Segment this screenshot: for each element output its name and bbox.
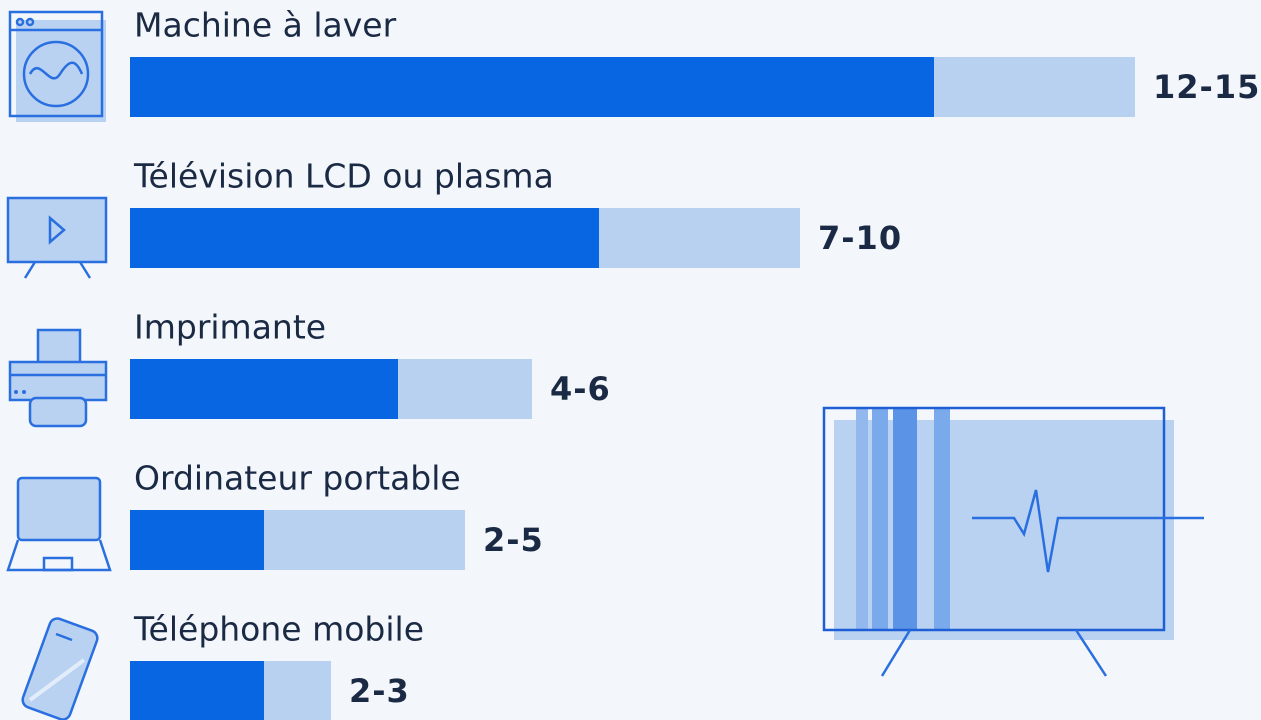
low-bar	[130, 510, 264, 570]
tv-icon	[8, 198, 106, 278]
printer-icon	[10, 330, 106, 426]
value-label: 7-10	[818, 219, 902, 257]
phone-icon	[20, 616, 99, 720]
laptop-icon	[8, 478, 110, 570]
category-label: Imprimante	[134, 308, 326, 347]
value-label: 4-6	[550, 370, 611, 408]
low-bar	[130, 208, 599, 268]
washing-machine-icon	[10, 12, 106, 122]
category-label: Ordinateur portable	[134, 459, 461, 498]
category-label: Téléphone mobile	[133, 610, 424, 649]
category-label: Télévision LCD ou plasma	[133, 157, 554, 196]
value-label: 2-5	[483, 521, 544, 559]
chart: Machine à laver 12-15 Télévision LCD ou pl…	[0, 0, 1261, 720]
value-label: 12-15	[1153, 68, 1260, 106]
tv-illustration	[824, 408, 1204, 676]
low-bar	[130, 57, 934, 117]
value-label: 2-3	[349, 672, 410, 710]
category-label: Machine à laver	[134, 6, 397, 45]
low-bar	[130, 661, 264, 720]
low-bar	[130, 359, 398, 419]
